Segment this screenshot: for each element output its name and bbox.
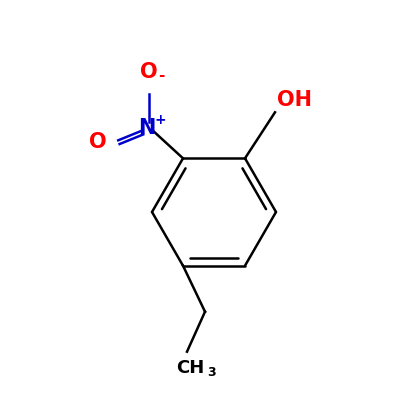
Text: 3: 3 — [207, 366, 215, 379]
Text: N: N — [138, 118, 156, 138]
Text: CH: CH — [176, 359, 204, 377]
Text: O: O — [89, 132, 107, 152]
Text: -: - — [159, 68, 165, 83]
Text: O: O — [140, 62, 158, 82]
Text: +: + — [154, 112, 166, 126]
Text: OH: OH — [277, 90, 312, 110]
